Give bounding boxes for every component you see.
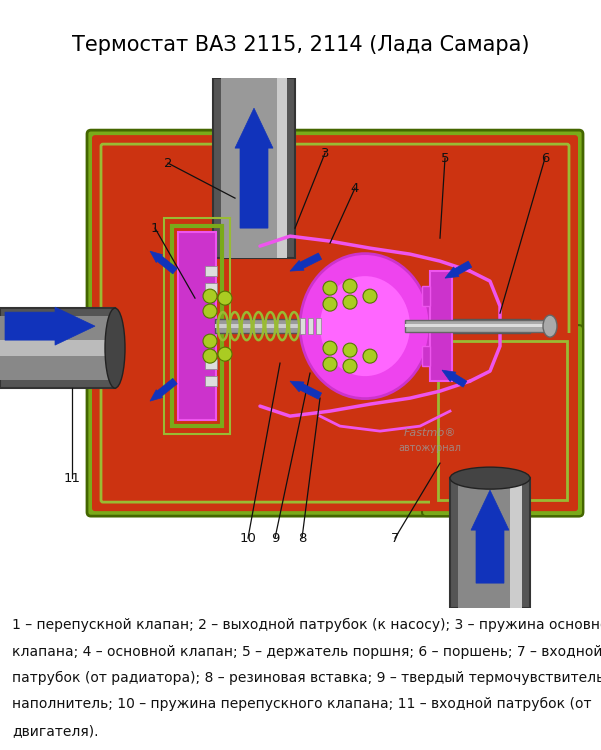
FancyBboxPatch shape bbox=[422, 326, 583, 516]
Text: 11: 11 bbox=[64, 472, 81, 484]
Polygon shape bbox=[150, 379, 177, 401]
Bar bbox=[430, 272, 452, 381]
Circle shape bbox=[343, 359, 357, 374]
Bar bbox=[164, 218, 230, 434]
Text: 6: 6 bbox=[541, 152, 549, 165]
Polygon shape bbox=[290, 381, 322, 399]
Circle shape bbox=[323, 341, 337, 356]
Text: автожурнал: автожурнал bbox=[398, 443, 462, 453]
Bar bbox=[205, 359, 217, 369]
Bar bbox=[178, 232, 216, 420]
Bar bbox=[510, 478, 522, 608]
Circle shape bbox=[218, 347, 232, 362]
Bar bbox=[172, 226, 222, 426]
Bar bbox=[277, 78, 287, 258]
Text: 4: 4 bbox=[351, 182, 359, 195]
Circle shape bbox=[363, 350, 377, 363]
Text: 3: 3 bbox=[321, 147, 329, 160]
Circle shape bbox=[203, 334, 217, 348]
Text: наполнитель; 10 – пружина перепускного клапана; 11 – входной патрубок (от: наполнитель; 10 – пружина перепускного к… bbox=[12, 698, 591, 711]
Bar bbox=[430, 333, 575, 508]
Circle shape bbox=[343, 296, 357, 309]
Circle shape bbox=[218, 291, 232, 305]
Circle shape bbox=[203, 350, 217, 363]
Bar bbox=[0, 316, 115, 380]
Polygon shape bbox=[445, 261, 472, 278]
Text: Fastmb®: Fastmb® bbox=[404, 428, 456, 438]
Text: двигателя).: двигателя). bbox=[12, 724, 99, 738]
Circle shape bbox=[323, 357, 337, 371]
Bar bbox=[422, 286, 430, 306]
Text: 5: 5 bbox=[441, 152, 450, 165]
Text: Термостат ВАЗ 2115, 2114 (Лада Самара): Термостат ВАЗ 2115, 2114 (Лада Самара) bbox=[72, 34, 529, 55]
Bar bbox=[405, 324, 550, 327]
Text: 2: 2 bbox=[163, 157, 172, 170]
Bar bbox=[0, 340, 115, 356]
Polygon shape bbox=[235, 108, 273, 228]
Bar bbox=[215, 320, 530, 333]
Circle shape bbox=[323, 297, 337, 311]
Ellipse shape bbox=[543, 315, 557, 338]
Text: 1 – перепускной клапан; 2 – выходной патрубок (к насосу); 3 – пружина основного: 1 – перепускной клапан; 2 – выходной пат… bbox=[12, 618, 601, 632]
Text: 9: 9 bbox=[271, 532, 279, 544]
Text: 1: 1 bbox=[151, 222, 159, 235]
Bar bbox=[458, 478, 522, 608]
Polygon shape bbox=[290, 253, 322, 272]
Text: 10: 10 bbox=[240, 532, 257, 544]
Bar bbox=[221, 78, 287, 258]
Bar bbox=[405, 320, 550, 332]
Polygon shape bbox=[442, 370, 467, 387]
Circle shape bbox=[203, 290, 217, 303]
Text: клапана; 4 – основной клапан; 5 – держатель поршня; 6 – поршень; 7 – входной: клапана; 4 – основной клапан; 5 – держат… bbox=[12, 644, 601, 658]
Bar bbox=[450, 478, 530, 608]
Bar bbox=[300, 318, 305, 334]
Circle shape bbox=[343, 344, 357, 357]
Ellipse shape bbox=[320, 276, 410, 376]
Polygon shape bbox=[150, 251, 177, 274]
Bar bbox=[316, 318, 321, 334]
Ellipse shape bbox=[105, 308, 125, 388]
Ellipse shape bbox=[450, 467, 530, 489]
Bar bbox=[308, 318, 313, 334]
Circle shape bbox=[343, 279, 357, 293]
Ellipse shape bbox=[300, 254, 430, 399]
Bar bbox=[205, 284, 217, 293]
Bar bbox=[205, 266, 217, 276]
Bar bbox=[205, 376, 217, 386]
FancyBboxPatch shape bbox=[87, 130, 583, 516]
Circle shape bbox=[363, 290, 377, 303]
Bar bbox=[422, 346, 430, 366]
Polygon shape bbox=[5, 308, 95, 345]
Circle shape bbox=[323, 281, 337, 296]
Bar bbox=[215, 324, 530, 328]
Bar bbox=[0, 308, 115, 388]
FancyBboxPatch shape bbox=[92, 135, 578, 512]
Bar bbox=[213, 78, 295, 258]
Text: 8: 8 bbox=[298, 532, 306, 544]
Bar bbox=[438, 341, 567, 500]
Text: патрубок (от радиатора); 8 – резиновая вставка; 9 – твердый термочувствительный: патрубок (от радиатора); 8 – резиновая в… bbox=[12, 671, 601, 685]
Circle shape bbox=[203, 304, 217, 318]
Polygon shape bbox=[471, 490, 509, 584]
Text: 7: 7 bbox=[391, 532, 399, 544]
